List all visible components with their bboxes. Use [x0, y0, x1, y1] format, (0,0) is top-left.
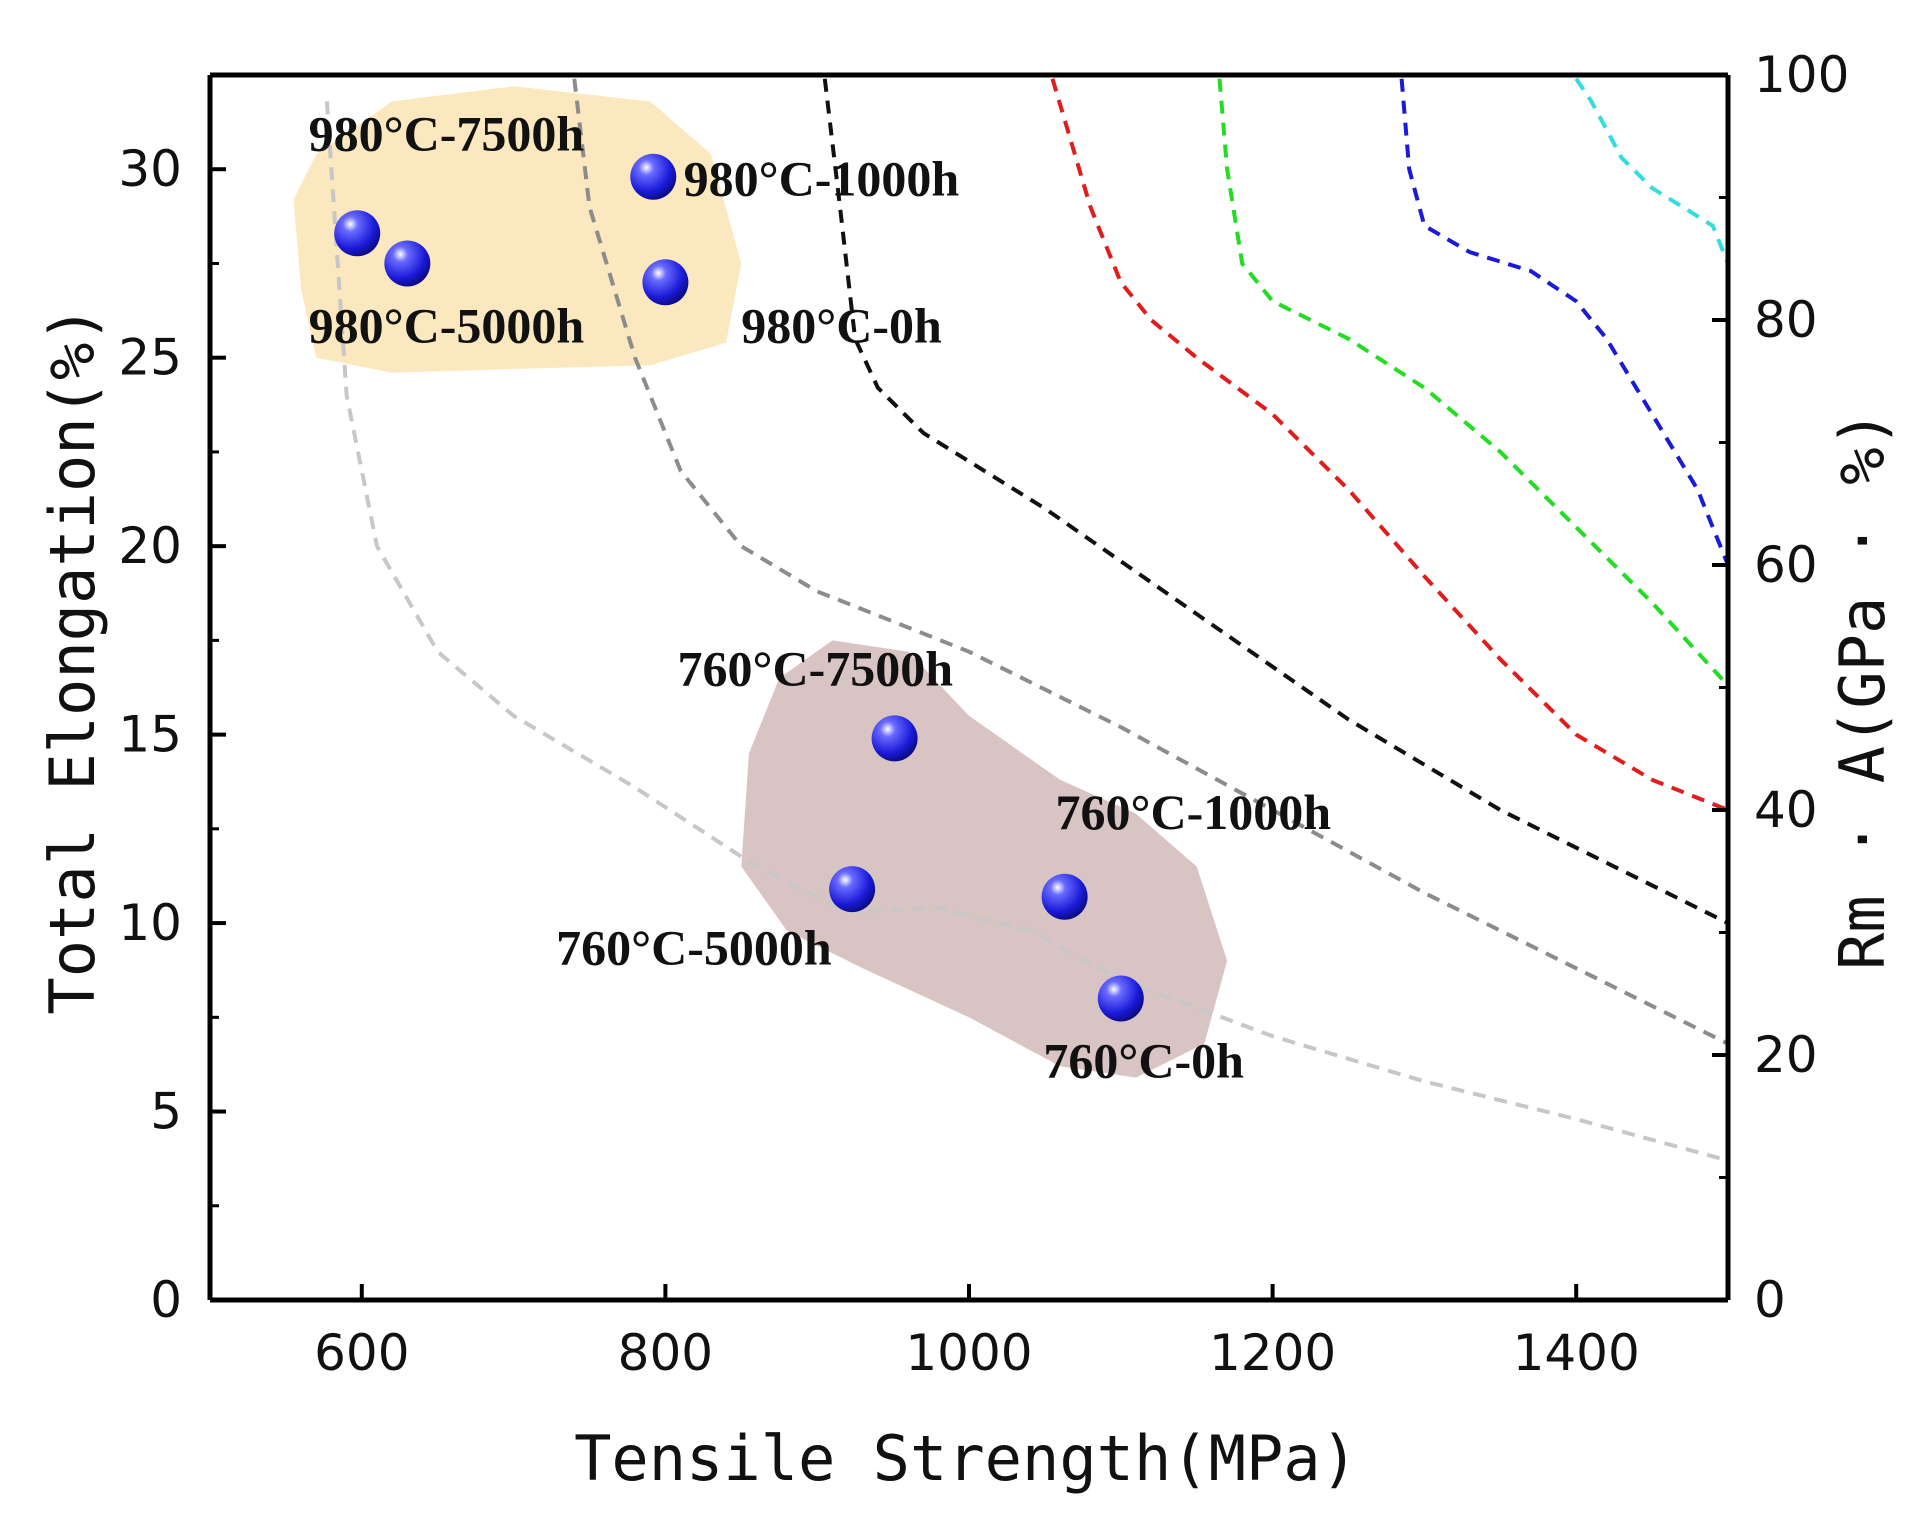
- point-label: 760°C-5000h: [556, 920, 832, 976]
- y-tick-label: 30: [118, 140, 182, 198]
- x-axis-title: Tensile Strength(MPa): [574, 1422, 1358, 1495]
- point-label: 760°C-7500h: [678, 641, 954, 697]
- y2-tick-label: 60: [1754, 536, 1818, 594]
- point-label: 760°C-1000h: [1056, 784, 1332, 840]
- y-tick-label: 5: [150, 1083, 182, 1141]
- curve-iso-cyan: [1574, 77, 1728, 396]
- point-label: 760°C-0h: [1043, 1033, 1244, 1089]
- x-tick-label: 800: [618, 1324, 713, 1382]
- y2-tick-label: 0: [1754, 1271, 1786, 1329]
- y2-tick-label: 80: [1754, 291, 1818, 349]
- curve-iso-blue: [1399, 78, 1728, 566]
- point-label: 980°C-0h: [741, 298, 942, 354]
- data-point: [642, 259, 689, 306]
- data-point: [871, 715, 918, 762]
- data-point: [829, 866, 876, 913]
- y-tick-label: 15: [118, 706, 182, 764]
- y-tick-label: 0: [150, 1271, 182, 1329]
- data-point: [1041, 873, 1088, 920]
- data-point: [334, 210, 381, 257]
- data-point: [630, 153, 677, 200]
- iso-product-curves: [324, 77, 1728, 1163]
- point-labels: 980°C-7500h 980°C-5000h 980°C-1000h 980°C-0…: [309, 105, 1332, 1088]
- y-tick-label: 10: [118, 894, 182, 952]
- curve-iso-black: [822, 78, 1728, 925]
- curve-iso-light-gray: [324, 101, 1728, 1163]
- y2-tick-label: 40: [1754, 781, 1818, 839]
- curve-iso-gray: [572, 78, 1728, 1046]
- y2-tick-label: 20: [1754, 1026, 1818, 1084]
- region-760C-group: [741, 640, 1228, 1078]
- x-tick-label: 600: [314, 1324, 409, 1382]
- y-tick-label: 25: [118, 329, 182, 387]
- region-980C-group: [293, 86, 742, 373]
- curve-iso-red: [1050, 78, 1728, 812]
- data-point: [1097, 975, 1144, 1022]
- x-tick-label: 1000: [905, 1324, 1032, 1382]
- y-tick-label: 20: [118, 517, 182, 575]
- ticks: 600 800 1000 1200 1400 0 5 10 15 20 25 30 0 20 40 60 80 1…: [118, 46, 1849, 1382]
- point-label: 980°C-5000h: [309, 298, 585, 354]
- x-tick-label: 1400: [1513, 1324, 1640, 1382]
- data-point: [384, 240, 431, 287]
- highlight-regions: [293, 86, 1228, 1078]
- x-tick-label: 1200: [1209, 1324, 1336, 1382]
- y-axis-title: Total Elongation(%): [36, 305, 109, 1014]
- point-label: 980°C-1000h: [684, 151, 960, 207]
- y2-tick-label: 100: [1754, 46, 1849, 104]
- curve-iso-green: [1217, 78, 1728, 687]
- y2-axis-title: Rm · A(GPa · %): [1826, 410, 1899, 970]
- data-points: [334, 153, 1144, 1022]
- point-label: 980°C-7500h: [309, 105, 585, 161]
